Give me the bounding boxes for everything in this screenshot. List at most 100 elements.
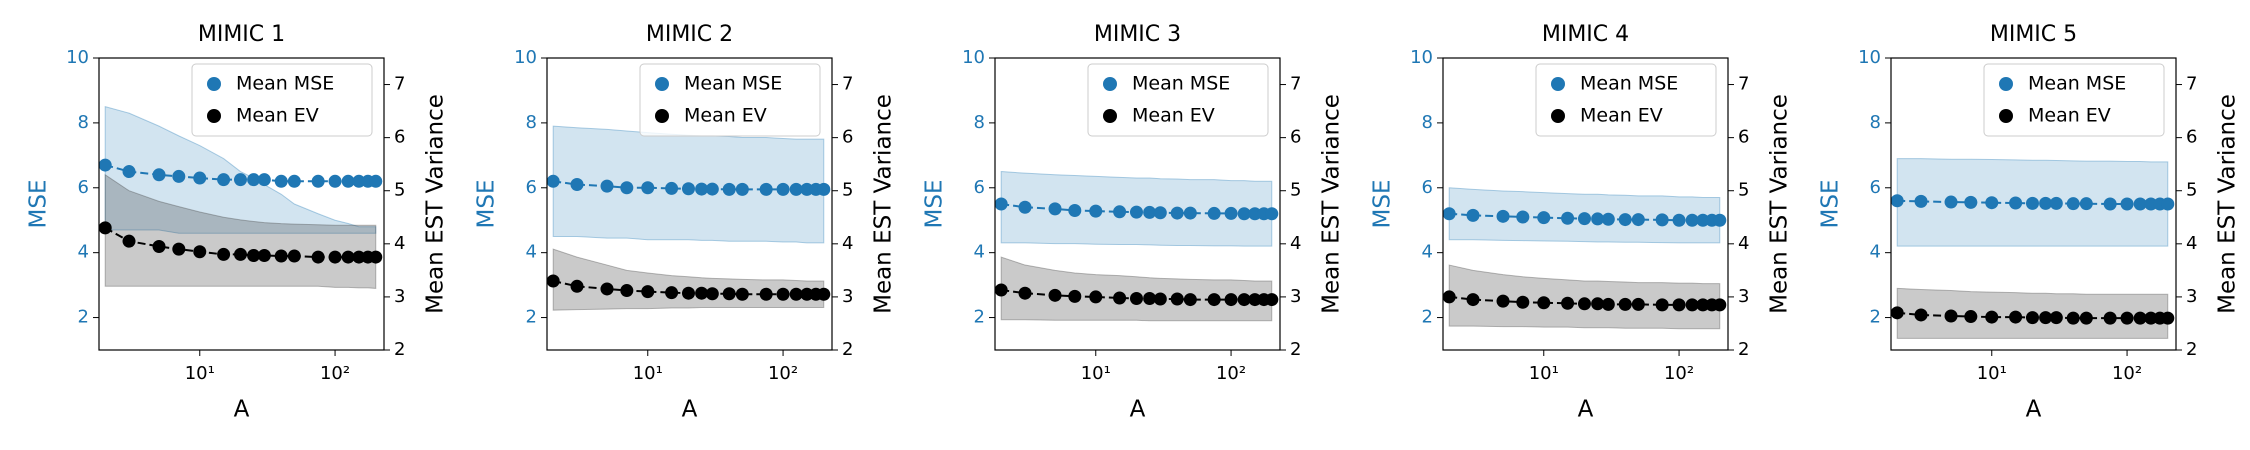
point bbox=[1618, 297, 1632, 311]
x-axis-label: A bbox=[1578, 397, 1594, 423]
subplot-title: MIMIC 2 bbox=[646, 22, 733, 47]
point bbox=[1655, 298, 1669, 312]
point bbox=[172, 242, 186, 256]
x-tick-label: 10² bbox=[1664, 363, 1694, 384]
point bbox=[1516, 295, 1530, 309]
subplot: MIMIC 1 10¹ 10² A 2 4 6 8 10 MSE 2 3 4 5 6 7 Mean EST Va… bbox=[26, 22, 449, 423]
subplot: MIMIC 4 10¹ 10² A 2 4 6 8 10 MSE 2 3 4 5 6 7 Mean EST Va… bbox=[1370, 22, 1793, 423]
point bbox=[722, 287, 736, 301]
point bbox=[2120, 311, 2134, 325]
point bbox=[2133, 311, 2147, 325]
y2-tick-label: 6 bbox=[2186, 127, 2197, 148]
point bbox=[789, 287, 803, 301]
point bbox=[2025, 196, 2039, 210]
point bbox=[1442, 207, 1456, 221]
point bbox=[759, 182, 773, 196]
y2-tick-label: 5 bbox=[1290, 180, 1301, 201]
point bbox=[233, 247, 247, 261]
point bbox=[817, 182, 831, 196]
legend-marker bbox=[1103, 109, 1117, 123]
point bbox=[352, 250, 366, 264]
y2-tick-label: 2 bbox=[2186, 339, 2197, 360]
legend-label: Mean MSE bbox=[684, 73, 782, 95]
point bbox=[287, 174, 301, 188]
y2-tick-label: 5 bbox=[842, 180, 853, 201]
point bbox=[1265, 207, 1279, 221]
point bbox=[152, 168, 166, 182]
y-tick-label: 4 bbox=[78, 242, 89, 263]
y2-tick-label: 7 bbox=[2186, 74, 2197, 95]
point bbox=[1170, 292, 1184, 306]
point bbox=[341, 250, 355, 264]
legend-marker bbox=[1551, 109, 1565, 123]
legend-label: Mean MSE bbox=[236, 73, 334, 95]
point bbox=[665, 286, 679, 300]
y-tick-label: 2 bbox=[78, 307, 89, 328]
y2-axis-label: Mean EST Variance bbox=[1319, 94, 1345, 314]
point bbox=[328, 174, 342, 188]
point bbox=[1537, 296, 1551, 310]
point bbox=[546, 274, 560, 288]
point bbox=[759, 287, 773, 301]
point bbox=[1985, 310, 1999, 324]
point bbox=[2009, 196, 2023, 210]
point bbox=[2120, 197, 2134, 211]
y2-tick-label: 7 bbox=[842, 74, 853, 95]
y2-tick-label: 7 bbox=[394, 74, 405, 95]
y2-tick-label: 5 bbox=[1738, 180, 1749, 201]
legend-box bbox=[1535, 63, 1717, 137]
y2-tick-label: 2 bbox=[394, 339, 405, 360]
point bbox=[2161, 197, 2175, 211]
point bbox=[735, 182, 749, 196]
point bbox=[1143, 292, 1157, 306]
point bbox=[600, 282, 614, 296]
y2-tick-label: 5 bbox=[2186, 180, 2197, 201]
point bbox=[1655, 213, 1669, 227]
y-tick-label: 2 bbox=[1870, 307, 1881, 328]
y2-tick-label: 4 bbox=[842, 233, 853, 254]
point bbox=[1601, 212, 1615, 226]
point bbox=[546, 174, 560, 188]
point bbox=[2133, 197, 2147, 211]
point bbox=[2066, 197, 2080, 211]
legend-marker bbox=[1999, 77, 2013, 91]
point bbox=[1618, 213, 1632, 227]
y-tick-label: 6 bbox=[1870, 177, 1881, 198]
x-tick-label: 10¹ bbox=[633, 363, 663, 384]
point bbox=[1224, 206, 1238, 220]
point bbox=[722, 182, 736, 196]
y2-tick-label: 3 bbox=[842, 286, 853, 307]
y-axis-label: MSE bbox=[922, 180, 948, 229]
point bbox=[1685, 298, 1699, 312]
point bbox=[1577, 212, 1591, 226]
legend-box bbox=[639, 63, 821, 137]
axes-frame bbox=[98, 57, 385, 351]
point bbox=[1089, 290, 1103, 304]
point bbox=[369, 250, 383, 264]
point bbox=[1068, 203, 1082, 217]
point bbox=[695, 286, 709, 300]
band bbox=[552, 248, 825, 311]
point bbox=[1964, 195, 1978, 209]
point bbox=[2066, 311, 2080, 325]
point bbox=[1631, 213, 1645, 227]
point bbox=[1153, 292, 1167, 306]
band bbox=[1448, 264, 1721, 330]
point bbox=[1237, 293, 1251, 307]
legend-marker bbox=[1999, 109, 2013, 123]
x-axis-label: A bbox=[2026, 397, 2042, 423]
point bbox=[800, 182, 814, 196]
x-tick-label: 10² bbox=[320, 363, 350, 384]
point bbox=[1685, 213, 1699, 227]
subplot-title: MIMIC 3 bbox=[1094, 22, 1181, 47]
point bbox=[369, 174, 383, 188]
point bbox=[1129, 292, 1143, 306]
point bbox=[2009, 310, 2023, 324]
y-tick-label: 6 bbox=[78, 177, 89, 198]
point bbox=[1516, 210, 1530, 224]
legend-marker bbox=[1103, 77, 1117, 91]
point bbox=[695, 182, 709, 196]
point bbox=[641, 285, 655, 299]
y2-tick-label: 4 bbox=[1290, 233, 1301, 254]
legend-label: Mean EV bbox=[1580, 105, 1663, 127]
